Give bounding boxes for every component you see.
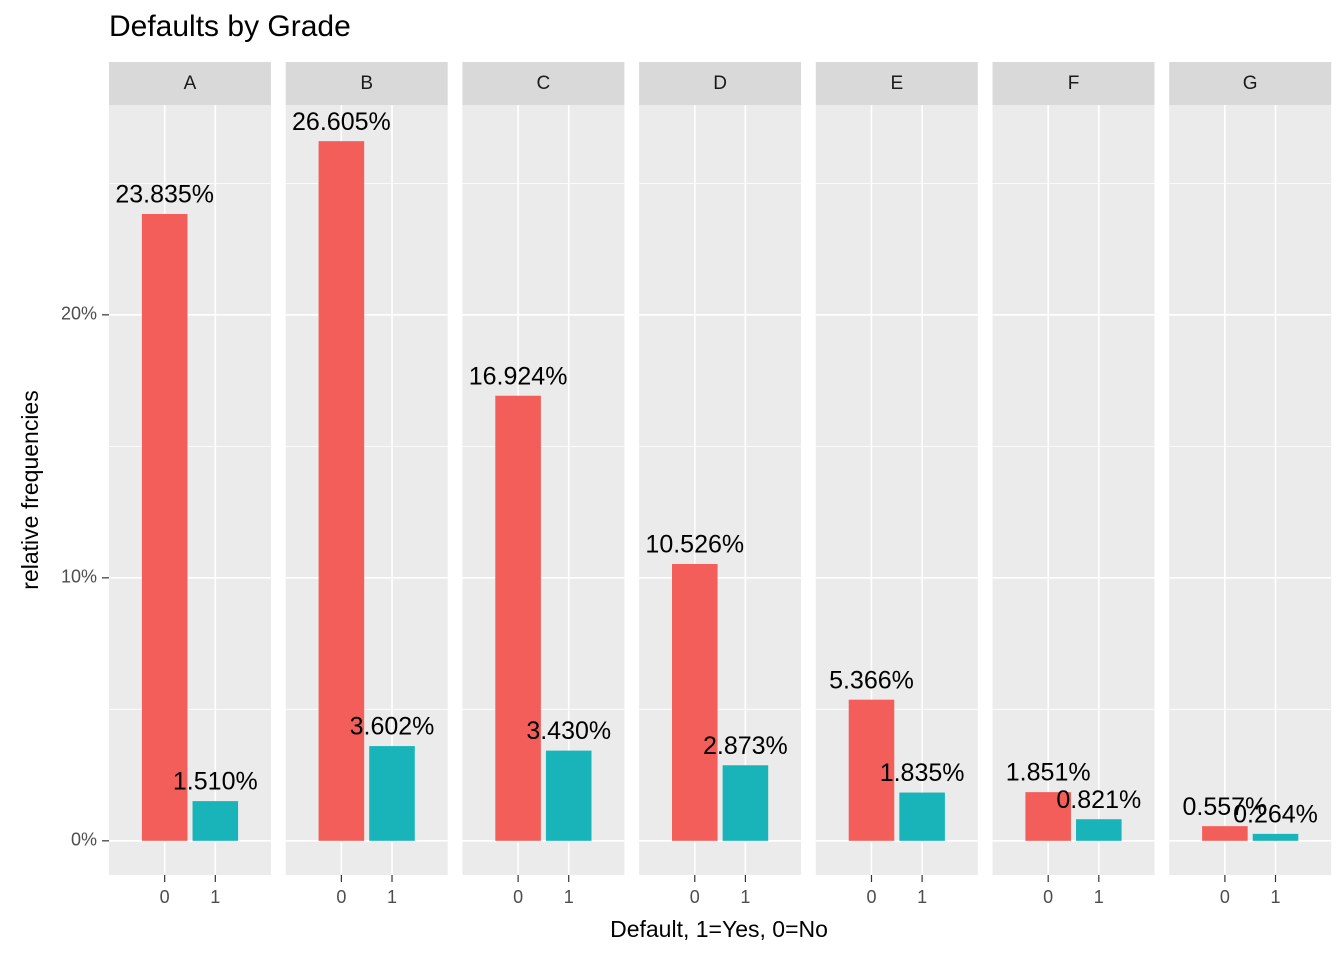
value-label: 0.821%	[1056, 786, 1141, 814]
strip-label: C	[537, 73, 551, 94]
bar	[141, 214, 188, 841]
x-tick-label: 1	[1094, 887, 1104, 907]
panel: 23.835% 1.510%	[115, 105, 258, 875]
panel-background	[992, 105, 1155, 875]
bar	[1076, 819, 1122, 841]
panel: 5.366% 1.835%	[829, 105, 965, 875]
strip-background	[109, 62, 271, 105]
x-tick-label: 1	[210, 887, 220, 907]
panel-background	[815, 105, 978, 875]
value-label: 2.873%	[703, 732, 788, 760]
x-tick-label: 1	[740, 887, 750, 907]
bar	[1202, 826, 1248, 841]
bar	[848, 699, 895, 841]
x-tick-label: 1	[564, 887, 574, 907]
x-tick-label: 0	[336, 887, 346, 907]
y-tick-label: 10%	[61, 567, 97, 587]
bar	[495, 395, 541, 841]
value-label: 1.851%	[1006, 759, 1091, 787]
value-label: 1.510%	[173, 768, 258, 796]
x-tick-label: 0	[866, 887, 876, 907]
x-tick-label: 0	[1043, 887, 1053, 907]
strip-label: A	[184, 73, 197, 94]
bar	[318, 141, 365, 841]
strip-label: B	[360, 73, 373, 94]
bar	[1025, 792, 1071, 841]
strip-label: D	[713, 73, 727, 94]
x-axis-title: Default, 1=Yes, 0=No	[610, 916, 828, 942]
x-tick-label: 0	[690, 887, 700, 907]
panel-background	[285, 105, 448, 875]
value-label: 3.430%	[526, 717, 611, 745]
panel: 16.924% 3.430%	[469, 105, 611, 875]
x-tick-label: 0	[160, 887, 170, 907]
x-tick-label: 1	[917, 887, 927, 907]
value-label: 26.605%	[292, 108, 391, 136]
strip-label: G	[1243, 73, 1258, 94]
panel-background	[462, 105, 625, 875]
x-tick-label: 1	[1271, 887, 1281, 907]
strip-background	[462, 62, 625, 105]
bar	[1252, 833, 1299, 841]
bar	[672, 564, 718, 841]
strip-background	[285, 62, 448, 105]
panel: 1.851%0.821%	[1006, 105, 1141, 875]
x-tick-label: 0	[513, 887, 523, 907]
y-tick-label: 20%	[61, 304, 97, 324]
bar	[899, 792, 945, 841]
x-tick-label: 0	[1220, 887, 1230, 907]
panel-background	[109, 105, 271, 875]
panel-background	[639, 105, 802, 875]
value-label: 3.602%	[350, 713, 435, 741]
strip-background	[1169, 62, 1332, 105]
value-label: 23.835%	[115, 181, 214, 209]
bar	[545, 750, 592, 841]
strip-background	[639, 62, 802, 105]
x-tick-label: 1	[387, 887, 397, 907]
strip-label: E	[890, 73, 903, 94]
panel: 0.557%0.264%	[1182, 105, 1318, 875]
strip-background	[992, 62, 1155, 105]
value-label: 10.526%	[645, 531, 744, 559]
panel-background	[1169, 105, 1332, 875]
bar	[192, 801, 239, 841]
y-tick-label: 0%	[71, 830, 97, 850]
strip-label: F	[1068, 73, 1080, 94]
panel: 26.605% 3.602%	[292, 105, 434, 875]
value-label: 1.835%	[880, 759, 965, 787]
y-axis-title: relative frequencies	[17, 390, 43, 589]
value-label: 0.264%	[1233, 800, 1318, 828]
chart-title: Defaults by Grade	[109, 10, 351, 43]
value-label: 0.557%	[1182, 793, 1267, 821]
bar	[722, 765, 769, 841]
strip-background	[815, 62, 978, 105]
value-label: 5.366%	[829, 666, 914, 694]
bar	[369, 746, 415, 841]
panel: 10.526% 2.873%	[645, 105, 788, 875]
value-label: 16.924%	[469, 362, 568, 390]
